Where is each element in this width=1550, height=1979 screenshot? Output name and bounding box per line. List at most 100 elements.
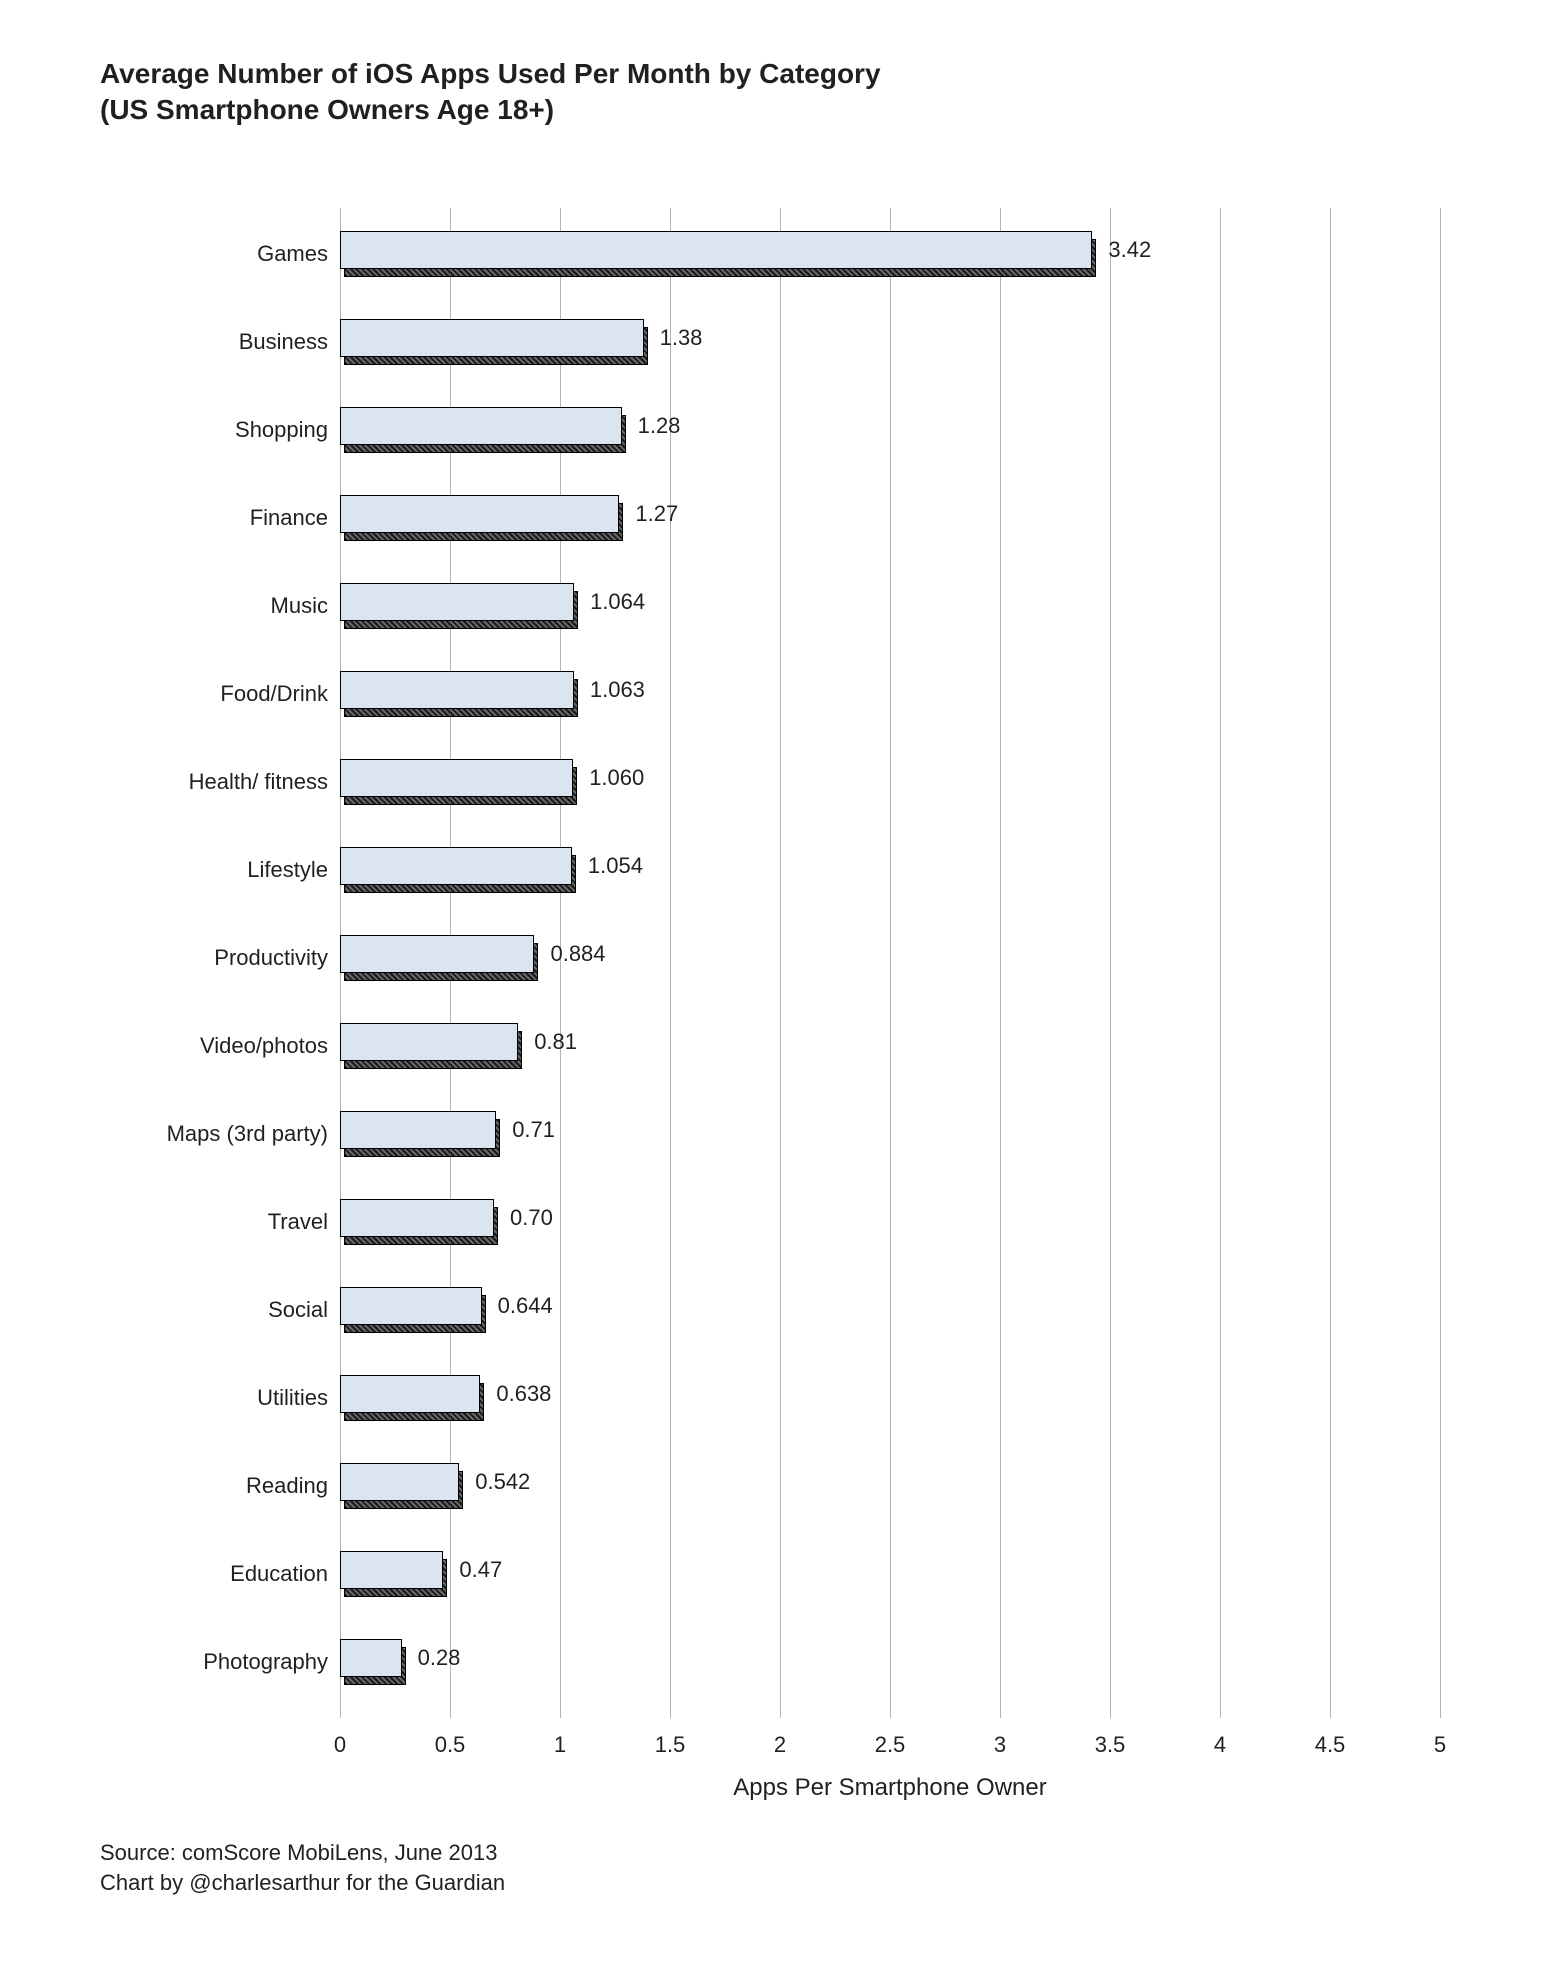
category-label: Utilities (257, 1385, 340, 1411)
bar-fill (340, 495, 619, 533)
value-label: 0.638 (496, 1381, 551, 1407)
bar-fill (340, 1463, 459, 1501)
value-label: 1.27 (635, 501, 678, 527)
bar (340, 319, 644, 357)
x-tick-label: 5 (1434, 1718, 1446, 1758)
bar-fill (340, 759, 573, 797)
value-label: 1.38 (660, 325, 703, 351)
category-label: Reading (246, 1473, 340, 1499)
x-tick-label: 4 (1214, 1718, 1226, 1758)
chart-container: Average Number of iOS Apps Used Per Mont… (0, 0, 1550, 1979)
plot-area: 00.511.522.533.544.55Apps Per Smartphone… (340, 208, 1440, 1718)
value-label: 0.47 (459, 1557, 502, 1583)
bar-row: Reading0.542 (340, 1442, 1440, 1530)
bar-fill (340, 583, 574, 621)
category-label: Video/photos (200, 1033, 340, 1059)
x-tick-label: 2.5 (875, 1718, 906, 1758)
bar (340, 1639, 402, 1677)
bar-fill (340, 1199, 494, 1237)
bar-row: Utilities0.638 (340, 1354, 1440, 1442)
bar-row: Music1.064 (340, 562, 1440, 650)
bar-row: Lifestyle1.054 (340, 826, 1440, 914)
category-label: Photography (203, 1649, 340, 1675)
bar-row: Productivity0.884 (340, 914, 1440, 1002)
bar-row: Photography0.28 (340, 1618, 1440, 1706)
x-tick-label: 1.5 (655, 1718, 686, 1758)
footnote: Source: comScore MobiLens, June 2013 Cha… (100, 1838, 505, 1897)
value-label: 0.884 (550, 941, 605, 967)
bar-row: Business1.38 (340, 298, 1440, 386)
bar (340, 1551, 443, 1589)
category-label: Education (230, 1561, 340, 1587)
bar-fill (340, 847, 572, 885)
bar-row: Maps (3rd party)0.71 (340, 1090, 1440, 1178)
bar-fill (340, 1111, 496, 1149)
category-label: Music (271, 593, 340, 619)
x-tick-label: 3 (994, 1718, 1006, 1758)
value-label: 1.054 (588, 853, 643, 879)
category-label: Games (257, 241, 340, 267)
bar-fill (340, 319, 644, 357)
value-label: 0.542 (475, 1469, 530, 1495)
bar-fill (340, 1639, 402, 1677)
category-label: Travel (268, 1209, 340, 1235)
value-label: 1.064 (590, 589, 645, 615)
bar (340, 231, 1092, 269)
category-label: Health/ fitness (189, 769, 340, 795)
bar (340, 847, 572, 885)
category-label: Finance (250, 505, 340, 531)
category-label: Social (268, 1297, 340, 1323)
bar (340, 935, 534, 973)
bar (340, 671, 574, 709)
bar-fill (340, 671, 574, 709)
category-label: Lifestyle (247, 857, 340, 883)
value-label: 3.42 (1108, 237, 1151, 263)
bar-row: Health/ fitness1.060 (340, 738, 1440, 826)
bar-row: Travel0.70 (340, 1178, 1440, 1266)
bar (340, 759, 573, 797)
bar-row: Education0.47 (340, 1530, 1440, 1618)
bar-row: Finance1.27 (340, 474, 1440, 562)
category-label: Food/Drink (220, 681, 340, 707)
value-label: 0.644 (498, 1293, 553, 1319)
gridline (1440, 208, 1441, 1718)
x-axis-title: Apps Per Smartphone Owner (733, 1774, 1047, 1802)
value-label: 0.28 (418, 1645, 461, 1671)
bar-row: Games3.42 (340, 210, 1440, 298)
category-label: Productivity (214, 945, 340, 971)
bar-fill (340, 1287, 482, 1325)
bar (340, 1111, 496, 1149)
bar (340, 1463, 459, 1501)
bar (340, 1375, 480, 1413)
chart-title: Average Number of iOS Apps Used Per Mont… (100, 56, 881, 128)
value-label: 0.71 (512, 1117, 555, 1143)
bar-row: Food/Drink1.063 (340, 650, 1440, 738)
bar-row: Video/photos0.81 (340, 1002, 1440, 1090)
bar-fill (340, 1375, 480, 1413)
value-label: 0.81 (534, 1029, 577, 1055)
bar-fill (340, 935, 534, 973)
value-label: 0.70 (510, 1205, 553, 1231)
bar (340, 583, 574, 621)
bar (340, 407, 622, 445)
x-tick-label: 1 (554, 1718, 566, 1758)
bar-row: Shopping1.28 (340, 386, 1440, 474)
category-label: Shopping (235, 417, 340, 443)
bar (340, 1287, 482, 1325)
value-label: 1.28 (638, 413, 681, 439)
bar (340, 495, 619, 533)
bar (340, 1199, 494, 1237)
category-label: Maps (3rd party) (167, 1121, 340, 1147)
category-label: Business (239, 329, 340, 355)
x-tick-label: 0 (334, 1718, 346, 1758)
x-tick-label: 4.5 (1315, 1718, 1346, 1758)
bar-fill (340, 231, 1092, 269)
value-label: 1.060 (589, 765, 644, 791)
bar-fill (340, 1023, 518, 1061)
bar-row: Social0.644 (340, 1266, 1440, 1354)
bar (340, 1023, 518, 1061)
x-tick-label: 3.5 (1095, 1718, 1126, 1758)
x-tick-label: 0.5 (435, 1718, 466, 1758)
value-label: 1.063 (590, 677, 645, 703)
x-tick-label: 2 (774, 1718, 786, 1758)
